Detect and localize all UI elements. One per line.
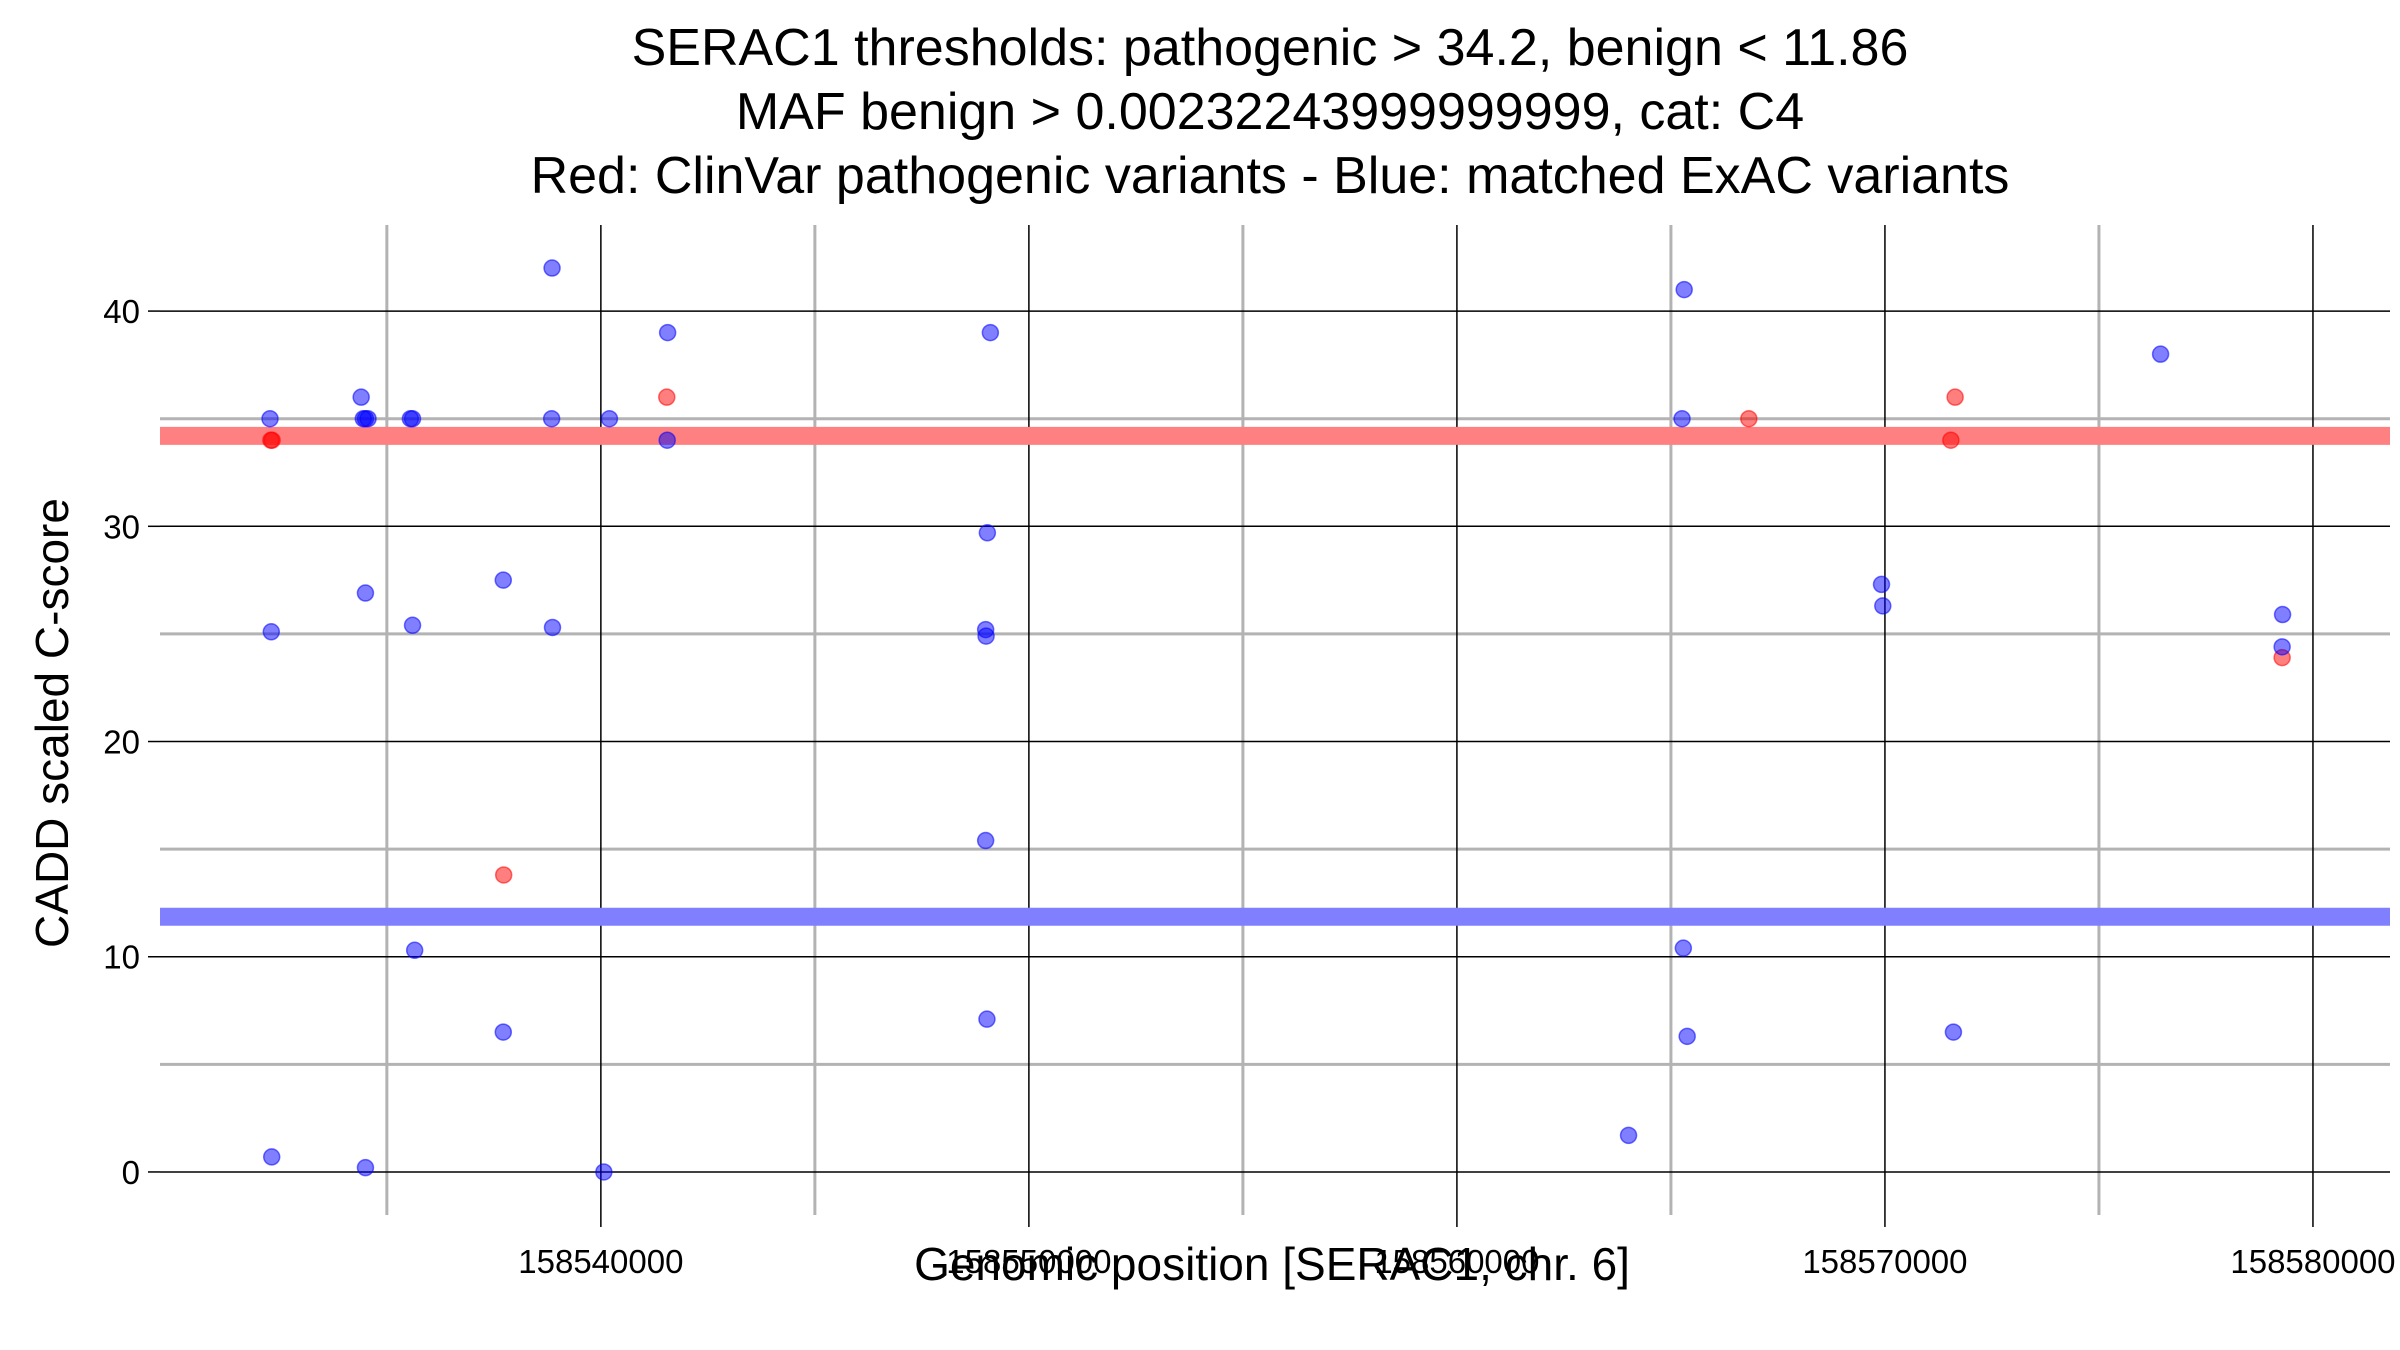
y-tick-label: 20: [103, 724, 140, 761]
exac-point: [981, 323, 1000, 342]
exac-point: [494, 1023, 513, 1041]
exac-point: [494, 571, 513, 589]
data-points: [261, 259, 2292, 1181]
title-line-1: SERAC1 thresholds: pathogenic > 34.2, be…: [632, 19, 1909, 77]
exac-point: [262, 623, 281, 641]
exac-point: [405, 941, 424, 960]
exac-point: [403, 409, 422, 428]
exac-point: [1674, 939, 1693, 957]
exac-point: [262, 1148, 281, 1166]
clinvar-point: [1946, 388, 1964, 406]
exac-point: [1673, 409, 1691, 428]
clinvar-point: [1942, 431, 1960, 449]
exac-point: [543, 259, 561, 277]
major-gridlines: [160, 225, 2390, 1215]
exac-point: [1678, 1027, 1696, 1046]
exac-point: [2273, 605, 2292, 624]
exac-point: [978, 524, 997, 542]
tick-labels: 158540000 158550000 158560000 158570000 1585…: [103, 293, 2395, 1280]
clinvar-point: [494, 866, 513, 884]
x-tick-label: 158540000: [518, 1243, 683, 1280]
exac-point: [352, 388, 370, 406]
exac-point: [976, 831, 995, 850]
title-line-2: MAF benign > 0.00232243999999999, cat: C…: [736, 83, 1804, 141]
chart-title: SERAC1 thresholds: pathogenic > 34.2, be…: [531, 19, 2010, 205]
y-axis-title: CADD scaled C-score: [26, 498, 78, 948]
exac-point: [658, 323, 677, 342]
threshold-lines: [160, 426, 2390, 926]
exac-point: [658, 431, 676, 449]
y-tick-label: 0: [122, 1154, 140, 1191]
clinvar-point: [658, 388, 676, 406]
exac-point: [1872, 575, 1891, 594]
x-axis-title: Genomic position [SERAC1, chr. 6]: [914, 1238, 1630, 1290]
x-tick-label: 158550000: [946, 1243, 1111, 1280]
x-tick-label: 158580000: [2230, 1243, 2395, 1280]
axis-ticks: [148, 310, 2314, 1227]
y-tick-label: 10: [103, 939, 140, 976]
exac-point: [543, 618, 562, 637]
exac-point: [2273, 638, 2291, 656]
exac-point: [1619, 1126, 1638, 1145]
exac-point: [595, 1163, 613, 1181]
y-tick-label: 40: [103, 293, 140, 330]
exac-point: [978, 1010, 996, 1028]
exac-point: [1944, 1023, 1963, 1041]
clinvar-point: [1740, 409, 1758, 428]
exac-point: [1874, 597, 1892, 615]
exac-point: [403, 616, 422, 635]
x-tick-label: 158560000: [1374, 1243, 1539, 1280]
exac-point: [2151, 345, 2170, 363]
exac-point: [359, 409, 377, 428]
title-line-3: Red: ClinVar pathogenic variants - Blue:…: [531, 147, 2010, 205]
exac-point: [356, 584, 375, 602]
minor-gridlines: [160, 225, 2390, 1215]
exac-point: [600, 409, 619, 428]
exac-point: [356, 1158, 375, 1177]
y-tick-label: 30: [103, 508, 140, 545]
exac-point: [542, 409, 561, 428]
exac-point: [1675, 280, 1693, 299]
x-tick-label: 158570000: [1802, 1243, 1967, 1280]
exac-point: [261, 409, 279, 428]
exac-point: [977, 627, 995, 645]
clinvar-point: [263, 431, 281, 449]
